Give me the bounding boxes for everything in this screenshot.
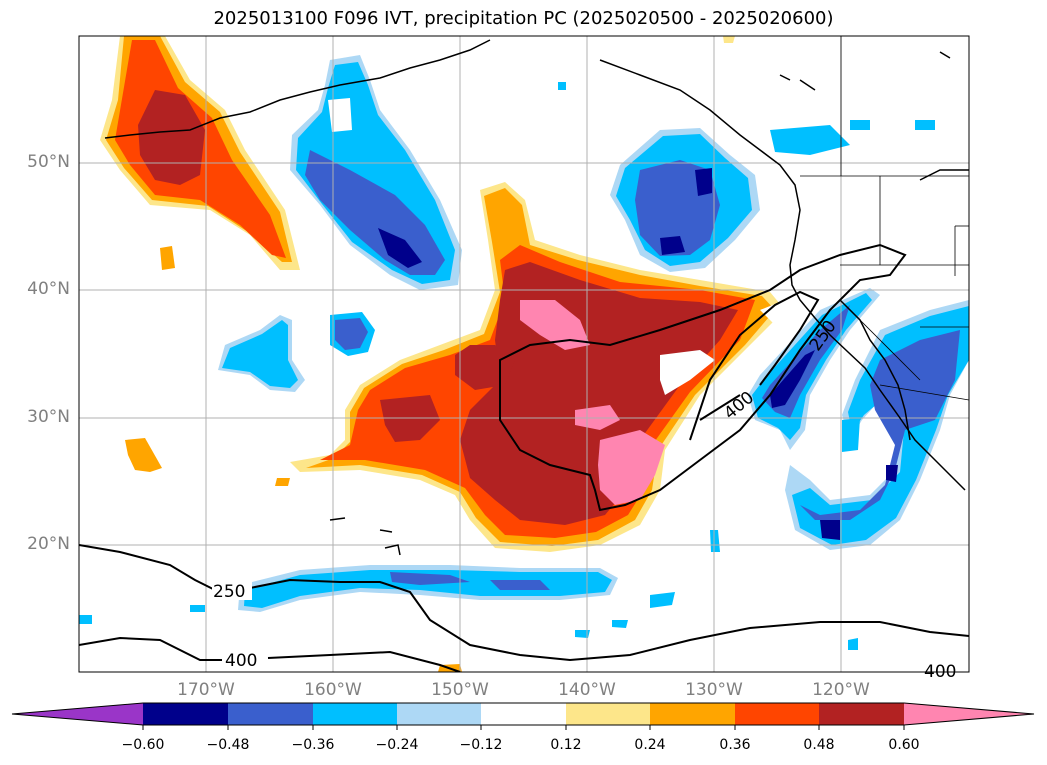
colorbar-segment	[228, 703, 313, 725]
colorbar-segment	[143, 703, 228, 725]
map-title: 2025013100 F096 IVT, precipitation PC (2…	[213, 8, 834, 29]
colorbar	[11, 702, 1035, 730]
political-borders	[800, 36, 970, 401]
colorbar-max-extension	[904, 703, 1034, 725]
negative-pc-ne	[558, 82, 935, 272]
colorbar-segment	[397, 703, 481, 725]
colorbar-segment	[481, 703, 566, 725]
colorbar-min-extension	[12, 703, 143, 725]
colorbar-tick-label: −0.60	[121, 737, 165, 753]
lon-label: 140°W	[558, 680, 616, 700]
lon-label: 130°W	[685, 680, 743, 700]
positive-pc-nw-tongue	[100, 36, 300, 270]
colorbar-tick-label: −0.12	[459, 737, 503, 753]
colorbar-tick-label: 0.36	[719, 737, 751, 753]
contour-label: 400	[924, 662, 956, 682]
lon-label: 150°W	[431, 680, 489, 700]
ivt-contours	[79, 243, 969, 672]
colorbar-segment	[566, 703, 650, 725]
colorbar-segment	[650, 703, 735, 725]
lon-label: 170°W	[177, 680, 235, 700]
contour-label: 250	[213, 582, 245, 602]
colorbar-tick-label: −0.48	[206, 737, 250, 753]
lat-label: 50°N	[27, 152, 70, 172]
colorbar-tick-label: 0.48	[803, 737, 835, 753]
contour-label: 400	[225, 651, 257, 671]
lon-label: 120°W	[812, 680, 870, 700]
negative-pc-west	[218, 312, 375, 392]
gridlines	[79, 36, 969, 672]
colorbar-segment	[313, 703, 397, 725]
lat-label: 30°N	[27, 407, 70, 427]
colorbar-tick-label: 0.60	[888, 737, 920, 753]
colorbar-tick-label: 0.12	[550, 737, 582, 753]
lon-label: 160°W	[304, 680, 362, 700]
lat-label: 20°N	[27, 534, 70, 554]
map-frame	[78, 35, 970, 673]
lat-label: 40°N	[27, 279, 70, 299]
colorbar-tick-label: −0.36	[291, 737, 335, 753]
colorbar-segment	[819, 703, 904, 725]
negative-pc-coast	[748, 288, 969, 550]
colorbar-tick-label: −0.24	[375, 737, 419, 753]
colorbar-tick-label: 0.24	[634, 737, 666, 753]
colorbar-segment	[735, 703, 819, 725]
